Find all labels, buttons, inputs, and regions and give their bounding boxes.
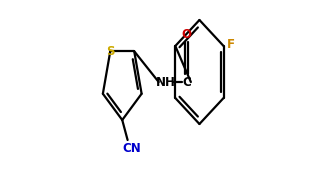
Text: NH: NH (156, 76, 176, 89)
Text: O: O (182, 28, 192, 41)
Text: CN: CN (122, 141, 141, 155)
Text: C: C (182, 76, 191, 89)
Text: S: S (106, 45, 115, 58)
Text: F: F (227, 37, 235, 50)
